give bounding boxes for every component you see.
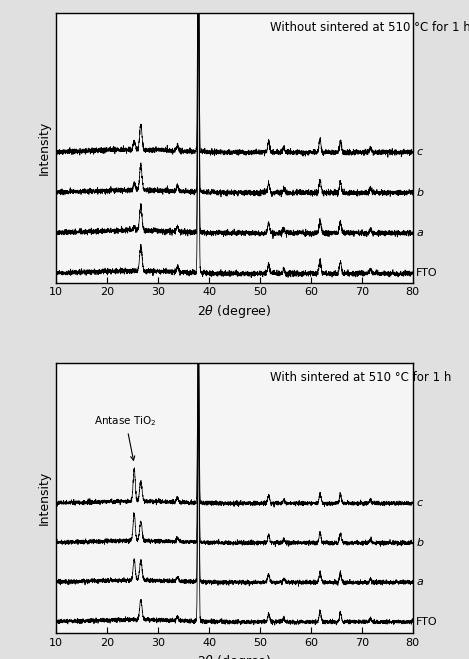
Text: FTO: FTO xyxy=(416,617,438,627)
Text: b: b xyxy=(416,188,424,198)
Y-axis label: Intensity: Intensity xyxy=(38,121,51,175)
X-axis label: 2$\theta$ (degree): 2$\theta$ (degree) xyxy=(197,653,272,659)
Text: FTO: FTO xyxy=(416,268,438,278)
Text: b: b xyxy=(416,538,424,548)
Text: c: c xyxy=(416,147,423,157)
Text: a: a xyxy=(416,577,423,587)
Text: Antase TiO$_2$: Antase TiO$_2$ xyxy=(94,415,157,460)
Text: With sintered at 510 °C for 1 h: With sintered at 510 °C for 1 h xyxy=(270,372,452,384)
Text: Without sintered at 510 °C for 1 h: Without sintered at 510 °C for 1 h xyxy=(270,21,469,34)
Y-axis label: Intensity: Intensity xyxy=(38,471,51,525)
Text: c: c xyxy=(416,498,423,508)
Text: a: a xyxy=(416,229,423,239)
X-axis label: 2$\theta$ (degree): 2$\theta$ (degree) xyxy=(197,303,272,320)
